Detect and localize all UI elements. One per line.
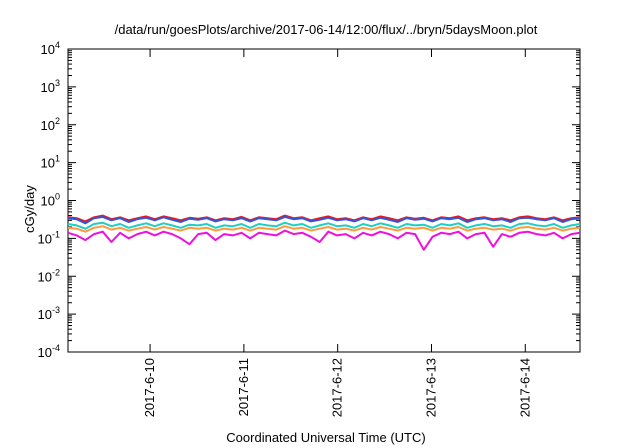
plot-frame bbox=[67, 48, 581, 353]
y-tick-label: 101 bbox=[41, 154, 60, 171]
y-tick-label: 10-4 bbox=[38, 343, 60, 360]
y-tick-label: 103 bbox=[41, 78, 60, 95]
series-line bbox=[67, 215, 581, 225]
x-axis-label: Coordinated Universal Time (UTC) bbox=[226, 430, 425, 445]
y-tick-label: 10-2 bbox=[38, 267, 60, 284]
chart-title: /data/run/goesPlots/archive/2017-06-14/1… bbox=[115, 22, 538, 37]
x-tick-label: 2017-6-14 bbox=[517, 358, 532, 417]
x-tick-label: 2017-6-12 bbox=[330, 358, 345, 417]
x-tick-label: 2017-6-10 bbox=[142, 358, 157, 417]
y-axis-label: cGy/day bbox=[22, 185, 37, 233]
y-tick-label: 100 bbox=[41, 192, 60, 209]
x-axis: 2017-6-10 2017-6-11 2017-6-12 2017-6-13 2017… bbox=[142, 49, 532, 417]
y-tick-label: 10-1 bbox=[38, 229, 60, 246]
y-axis: 10-4 10-3 10-2 10-1 100 101 102 103 104 bbox=[38, 40, 580, 360]
series-line bbox=[67, 225, 581, 233]
series-line bbox=[67, 221, 581, 230]
y-tick-label: 104 bbox=[41, 40, 60, 57]
y-tick-label: 10-3 bbox=[38, 305, 60, 322]
series-line bbox=[67, 214, 581, 223]
x-tick-label: 2017-6-13 bbox=[423, 358, 438, 417]
x-tick-label: 2017-6-11 bbox=[236, 358, 251, 416]
series-group bbox=[67, 214, 581, 251]
y-tick-label: 102 bbox=[41, 116, 60, 133]
series-line bbox=[67, 229, 581, 251]
